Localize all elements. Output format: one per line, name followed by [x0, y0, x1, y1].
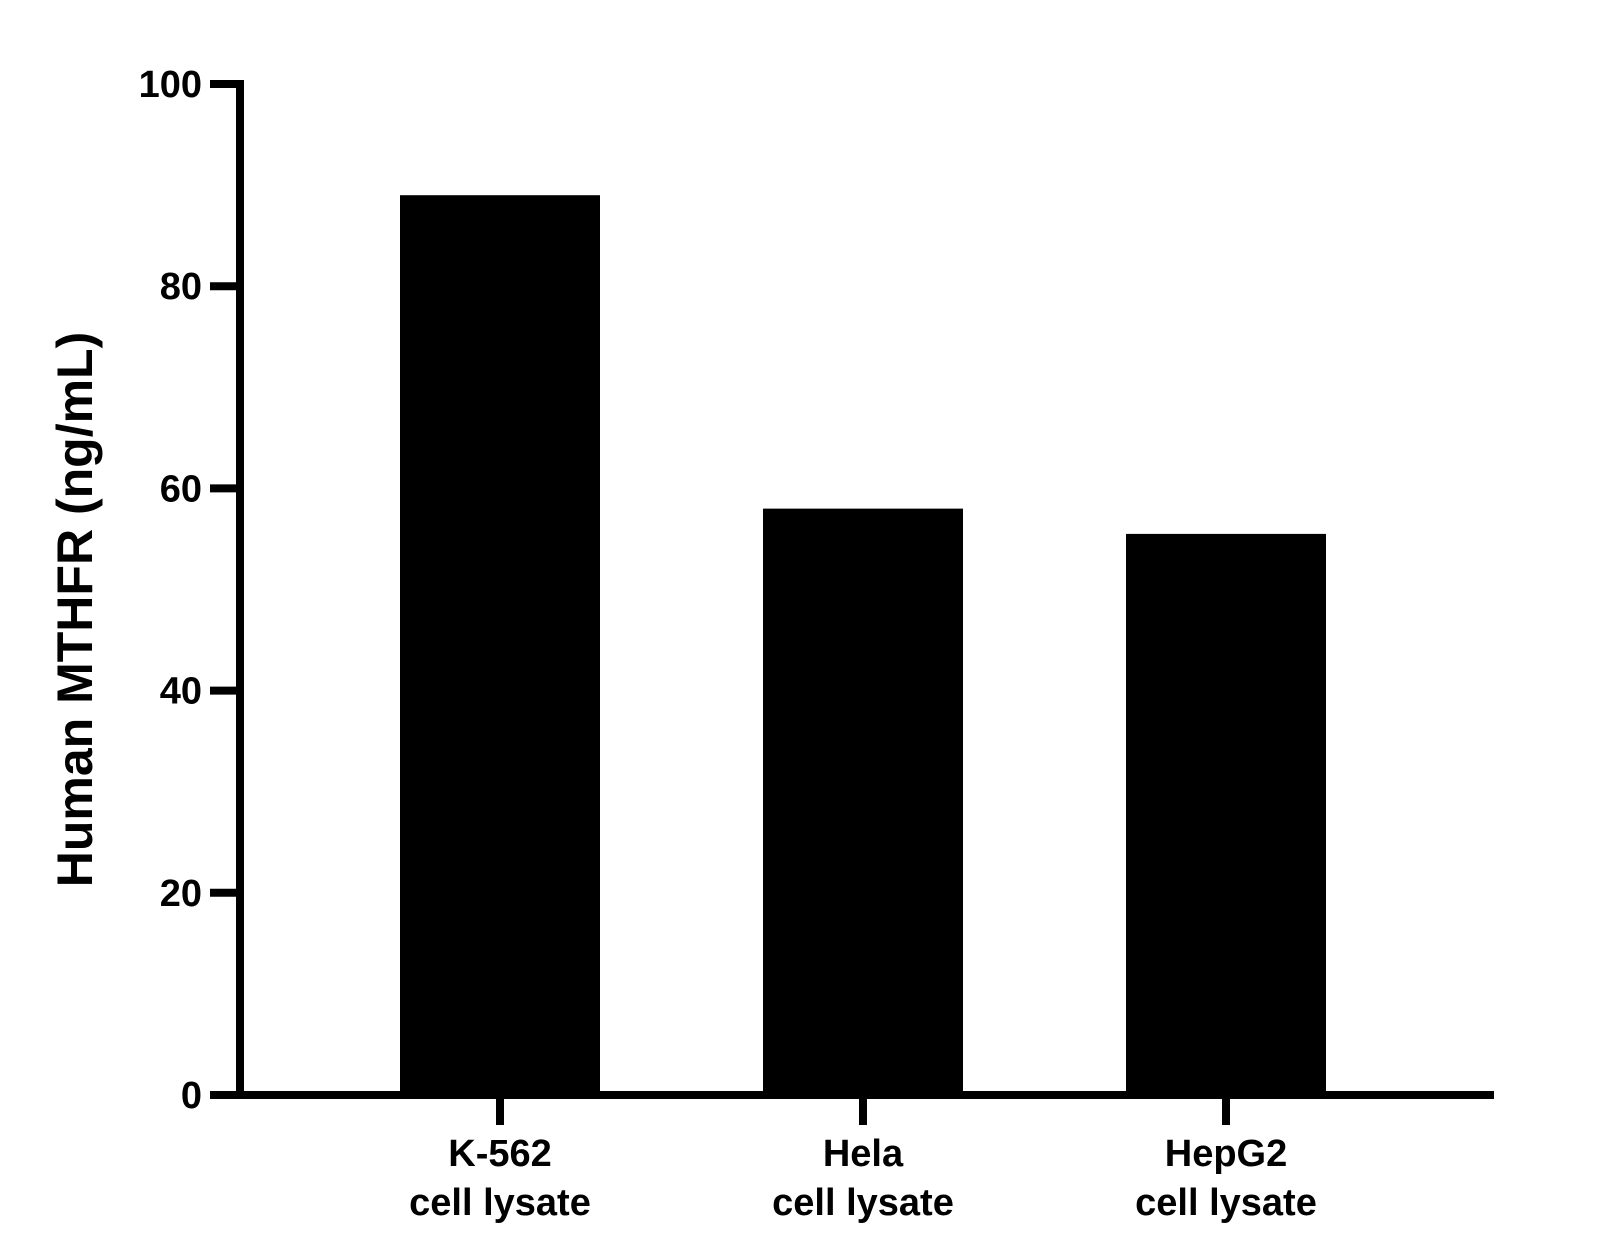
bar — [400, 195, 600, 1095]
x-tick-label: cell lysate — [1135, 1182, 1317, 1224]
x-tick-label: cell lysate — [409, 1182, 591, 1224]
y-tick-label: 0 — [181, 1075, 202, 1117]
y-tick-label: 60 — [160, 468, 202, 510]
y-tick-label: 80 — [160, 266, 202, 308]
y-tick-label: 100 — [139, 64, 202, 106]
bar — [763, 508, 963, 1095]
y-tick-label: 20 — [160, 873, 202, 915]
y-axis-ticks: 0 20 40 60 80 100 — [139, 64, 240, 1117]
x-tick-label: HepG2 — [1165, 1133, 1287, 1175]
y-axis-title: Human MTHFR (ng/mL) — [47, 332, 103, 887]
x-tick-label: K-562 — [448, 1133, 552, 1175]
x-tick-label: cell lysate — [772, 1182, 954, 1224]
bar — [1126, 533, 1326, 1095]
bars — [400, 195, 1326, 1095]
y-tick-label: 40 — [160, 671, 202, 713]
x-axis-ticks: K-562 cell lysate Hela cell lysate HepG2 cell… — [409, 1095, 1317, 1224]
x-tick-label: Hela — [823, 1133, 904, 1175]
